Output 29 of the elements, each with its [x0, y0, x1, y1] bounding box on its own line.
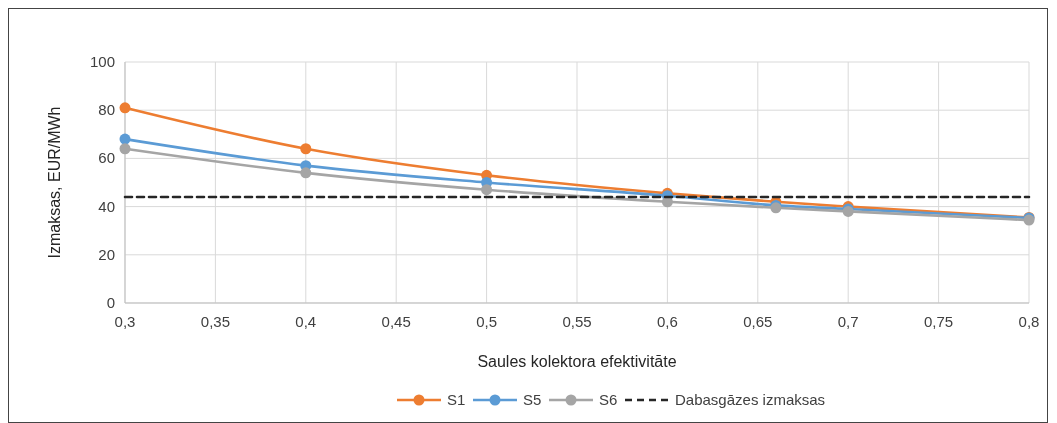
x-tick-label: 0,8 — [1018, 313, 1040, 330]
legend-label: Dabasgāzes izmaksas — [675, 391, 826, 408]
x-tick-label: 0,55 — [562, 313, 592, 330]
legend-label: S6 — [599, 391, 618, 408]
point — [481, 184, 493, 196]
x-tick-label: 0,6 — [656, 313, 678, 330]
x-tick-label: 0,45 — [381, 313, 411, 330]
y-tick-label: 100 — [89, 53, 115, 70]
y-axis-title: Izmaksas, EUR/MWh — [46, 106, 63, 259]
point — [119, 102, 131, 114]
point — [300, 167, 312, 179]
x-tick-label: 0,75 — [924, 313, 954, 330]
y-tick-label: 40 — [98, 197, 115, 215]
point — [119, 143, 131, 155]
x-tick-label: 0,35 — [200, 313, 230, 330]
x-tick-label: 0,65 — [743, 313, 773, 330]
x-tick-label: 0,3 — [114, 313, 136, 330]
legend-label: S5 — [523, 391, 542, 408]
x-tick-label: 0,4 — [295, 313, 317, 330]
x-tick-label: 0,5 — [476, 313, 498, 330]
x-axis-title: Saules kolektora efektivitāte — [477, 353, 677, 370]
x-tick-label: 0,7 — [837, 313, 859, 330]
y-tick-label: 20 — [98, 245, 115, 263]
point — [300, 143, 312, 155]
y-tick-label: 0 — [106, 294, 115, 311]
legend-label: S1 — [447, 391, 466, 408]
point — [119, 133, 131, 145]
y-tick-label: 80 — [98, 101, 115, 119]
y-tick-label: 60 — [98, 149, 115, 167]
